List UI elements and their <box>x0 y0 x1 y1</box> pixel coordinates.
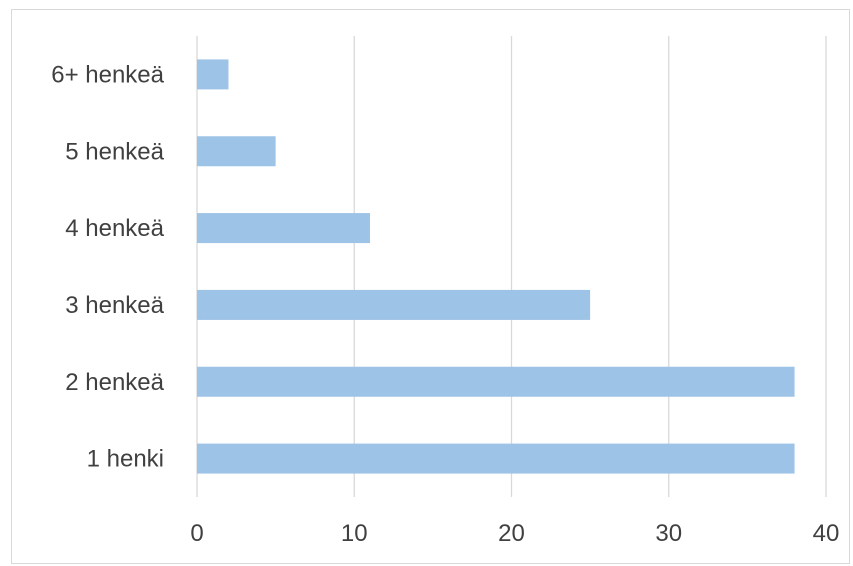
x-tick-label: 40 <box>813 520 840 547</box>
bar <box>197 59 229 90</box>
bar <box>197 136 276 167</box>
bars <box>197 59 795 474</box>
category-axis-labels: 1 henki 2 henkeä 3 henkeä 4 henkeä 5 henkeä 6… <box>51 61 164 472</box>
category-label: 3 henkeä <box>65 292 164 319</box>
bar <box>197 443 795 474</box>
category-label: 1 henki <box>87 446 164 473</box>
x-tick-label: 20 <box>498 520 525 547</box>
value-axis-labels: 0 10 20 30 40 <box>190 520 839 547</box>
category-label: 5 henkeä <box>65 138 164 165</box>
bar <box>197 366 795 397</box>
x-tick-label: 10 <box>341 520 368 547</box>
category-label: 6+ henkeä <box>51 61 164 88</box>
bar <box>197 289 591 320</box>
category-label: 2 henkeä <box>65 369 164 396</box>
bar <box>197 213 370 244</box>
x-tick-label: 0 <box>190 520 203 547</box>
category-label: 4 henkeä <box>65 215 164 242</box>
x-tick-label: 30 <box>655 520 682 547</box>
gridlines <box>196 36 827 497</box>
